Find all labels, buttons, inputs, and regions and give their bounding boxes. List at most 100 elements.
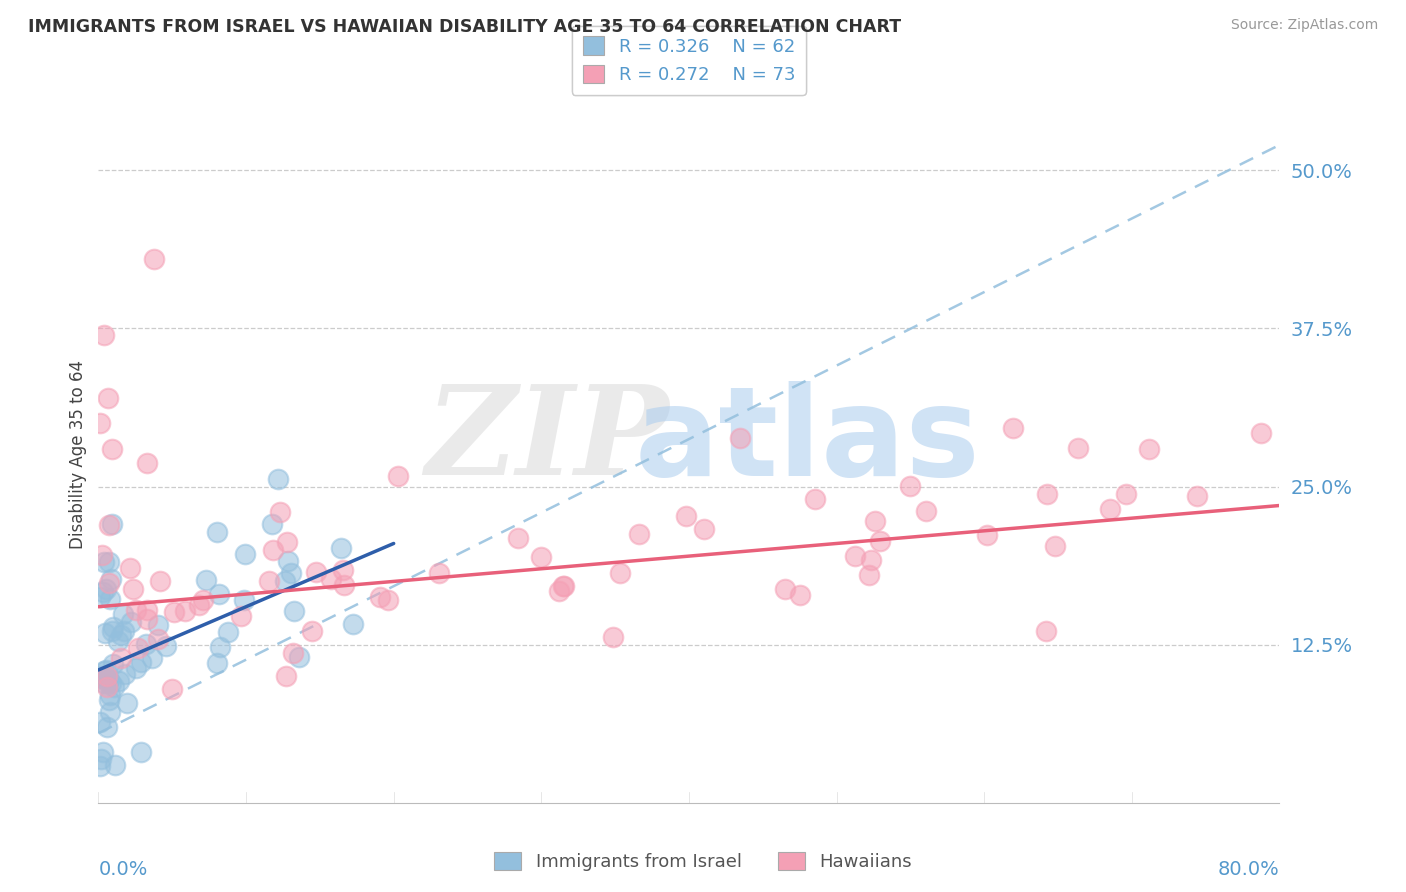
Point xyxy=(125,661,148,675)
Point xyxy=(844,549,866,563)
Point xyxy=(90,752,112,766)
Point xyxy=(136,603,159,617)
Point xyxy=(321,572,343,586)
Point xyxy=(187,598,209,612)
Point xyxy=(100,688,122,702)
Point xyxy=(110,650,132,665)
Point xyxy=(129,745,152,759)
Point xyxy=(136,456,159,470)
Point xyxy=(100,676,122,690)
Point xyxy=(329,541,352,555)
Point xyxy=(233,547,256,561)
Point xyxy=(301,624,323,638)
Point xyxy=(148,617,170,632)
Point xyxy=(548,584,571,599)
Point xyxy=(173,604,195,618)
Point xyxy=(506,531,529,545)
Point xyxy=(127,641,149,656)
Point xyxy=(858,568,880,582)
Point xyxy=(100,442,122,456)
Point xyxy=(869,534,891,549)
Point xyxy=(146,632,169,646)
Point xyxy=(114,667,136,681)
Point xyxy=(277,553,299,567)
Point xyxy=(1115,487,1137,501)
Point xyxy=(609,566,631,581)
Point xyxy=(149,574,172,588)
Point xyxy=(208,587,231,601)
Point xyxy=(122,582,145,597)
Point xyxy=(89,669,111,683)
Point xyxy=(129,655,152,669)
Point xyxy=(94,663,117,677)
Point xyxy=(89,759,111,773)
Point xyxy=(96,669,118,683)
Point xyxy=(193,592,215,607)
Point xyxy=(387,468,409,483)
Text: ZIP: ZIP xyxy=(426,380,669,502)
Point xyxy=(898,479,921,493)
Point xyxy=(288,650,311,665)
Point xyxy=(283,604,305,618)
Point xyxy=(859,553,882,567)
Point xyxy=(91,745,114,759)
Text: atlas: atlas xyxy=(634,381,980,501)
Point xyxy=(267,472,290,486)
Point xyxy=(91,671,114,685)
Point xyxy=(104,757,127,772)
Point xyxy=(135,611,157,625)
Point xyxy=(125,603,148,617)
Point xyxy=(773,582,796,597)
Point xyxy=(111,607,134,622)
Point xyxy=(101,620,124,634)
Text: Source: ZipAtlas.com: Source: ZipAtlas.com xyxy=(1230,18,1378,32)
Point xyxy=(257,574,280,588)
Point xyxy=(675,509,697,524)
Point xyxy=(120,561,142,575)
Point xyxy=(233,592,256,607)
Point xyxy=(98,592,121,607)
Point xyxy=(96,681,118,695)
Point xyxy=(155,639,177,653)
Point xyxy=(97,556,120,570)
Point xyxy=(914,504,936,518)
Point xyxy=(377,593,399,607)
Point xyxy=(1139,442,1161,457)
Point xyxy=(163,605,186,619)
Text: 0.0%: 0.0% xyxy=(98,860,148,879)
Point xyxy=(112,624,135,639)
Point xyxy=(332,577,354,591)
Point xyxy=(281,646,304,660)
Point xyxy=(91,585,114,599)
Point xyxy=(262,543,284,558)
Point xyxy=(274,669,297,683)
Point xyxy=(332,563,354,577)
Point xyxy=(96,674,118,689)
Y-axis label: Disability Age 35 to 64: Disability Age 35 to 64 xyxy=(69,360,87,549)
Point xyxy=(1099,502,1122,516)
Point xyxy=(1067,441,1090,455)
Point xyxy=(804,492,827,507)
Point xyxy=(205,657,228,671)
Point xyxy=(1043,539,1066,553)
Point xyxy=(135,637,157,651)
Point xyxy=(231,608,253,623)
Point xyxy=(90,548,112,562)
Point xyxy=(93,675,115,690)
Point xyxy=(89,715,111,730)
Point xyxy=(207,525,229,540)
Point xyxy=(110,628,132,642)
Point xyxy=(93,556,115,570)
Point xyxy=(1002,421,1025,435)
Text: IMMIGRANTS FROM ISRAEL VS HAWAIIAN DISABILITY AGE 35 TO 64 CORRELATION CHART: IMMIGRANTS FROM ISRAEL VS HAWAIIAN DISAB… xyxy=(28,18,901,36)
Point xyxy=(305,565,328,579)
Point xyxy=(100,572,122,586)
Text: 80.0%: 80.0% xyxy=(1218,860,1279,879)
Point xyxy=(280,566,302,580)
Legend: Immigrants from Israel, Hawaiians: Immigrants from Israel, Hawaiians xyxy=(486,845,920,879)
Point xyxy=(103,657,125,672)
Point xyxy=(98,518,121,533)
Point xyxy=(160,681,183,696)
Point xyxy=(100,624,122,639)
Point xyxy=(98,705,121,719)
